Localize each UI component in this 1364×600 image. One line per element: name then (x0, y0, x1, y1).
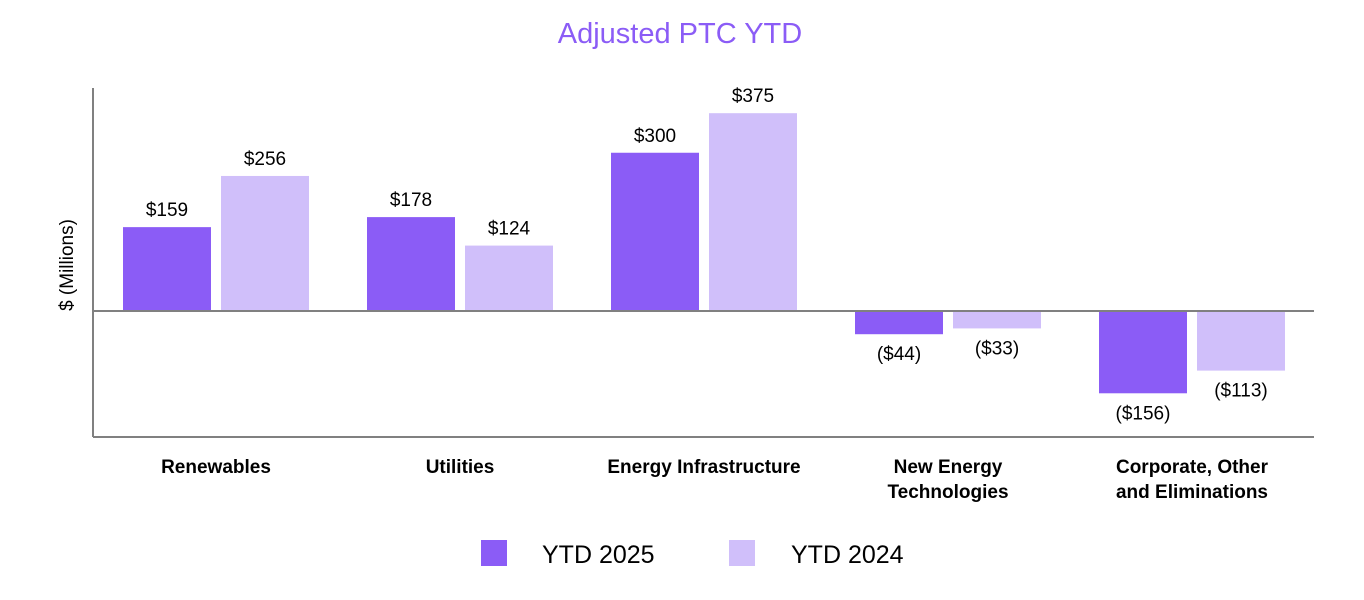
legend: YTD 2025 YTD 2024 (481, 540, 904, 569)
value-label-utilities-ytd-2025: $178 (390, 190, 432, 211)
legend-label-ytd-2025: YTD 2025 (542, 541, 655, 569)
bar-corporate-other-and-eliminations-ytd-2024 (1197, 311, 1285, 371)
chart-title: Adjusted PTC YTD (558, 18, 802, 50)
category-label-energy-infrastructure: Energy Infrastructure (607, 457, 800, 478)
bar-utilities-ytd-2025 (367, 217, 455, 311)
value-label-renewables-ytd-2025: $159 (146, 200, 188, 221)
bar-corporate-other-and-eliminations-ytd-2025 (1099, 311, 1187, 394)
bars-group (123, 113, 1285, 394)
value-label-utilities-ytd-2024: $124 (488, 219, 531, 240)
category-label-line: Energy Infrastructure (607, 457, 800, 478)
value-label-new-energy-technologies-ytd-2024: ($33) (975, 338, 1019, 359)
bar-renewables-ytd-2024 (221, 175, 309, 311)
bar-energy-infrastructure-ytd-2025 (611, 152, 699, 311)
category-label-line: New Energy (894, 457, 1003, 478)
bar-new-energy-technologies-ytd-2024 (953, 311, 1041, 329)
value-label-new-energy-technologies-ytd-2025: ($44) (877, 344, 921, 365)
value-label-energy-infrastructure-ytd-2025: $300 (634, 126, 676, 147)
bar-new-energy-technologies-ytd-2025 (855, 311, 943, 335)
category-label-line: and Eliminations (1116, 482, 1268, 503)
bar-renewables-ytd-2025 (123, 227, 211, 311)
value-label-energy-infrastructure-ytd-2024: $375 (732, 86, 774, 107)
legend-swatch-ytd-2024 (729, 540, 755, 566)
legend-label-ytd-2024: YTD 2024 (791, 541, 904, 569)
bar-utilities-ytd-2024 (465, 245, 553, 311)
value-labels-group: $159 $256 $178 $124 $300 $375 ($44) ($33) ($156)… (146, 86, 1268, 424)
category-label-new-energy-technologies: New Energy Technologies (887, 457, 1008, 503)
bar-energy-infrastructure-ytd-2024 (709, 113, 797, 311)
category-label-line: Technologies (887, 482, 1008, 503)
category-label-line: Corporate, Other (1116, 457, 1269, 478)
category-label-utilities: Utilities (426, 457, 495, 478)
category-labels-group: Renewables Utilities Energy Infrastructure… (161, 457, 1269, 503)
category-label-renewables: Renewables (161, 457, 271, 478)
value-label-corporate-other-and-eliminations-ytd-2024: ($113) (1214, 381, 1268, 402)
value-label-renewables-ytd-2024: $256 (244, 149, 286, 170)
legend-swatch-ytd-2025 (481, 540, 507, 566)
category-label-line: Renewables (161, 457, 271, 478)
y-axis-label: $ (Millions) (57, 219, 78, 311)
category-label-line: Utilities (426, 457, 495, 478)
category-label-corporate-other-and-eliminations: Corporate, Other and Eliminations (1116, 457, 1269, 503)
value-label-corporate-other-and-eliminations-ytd-2025: ($156) (1116, 403, 1171, 424)
